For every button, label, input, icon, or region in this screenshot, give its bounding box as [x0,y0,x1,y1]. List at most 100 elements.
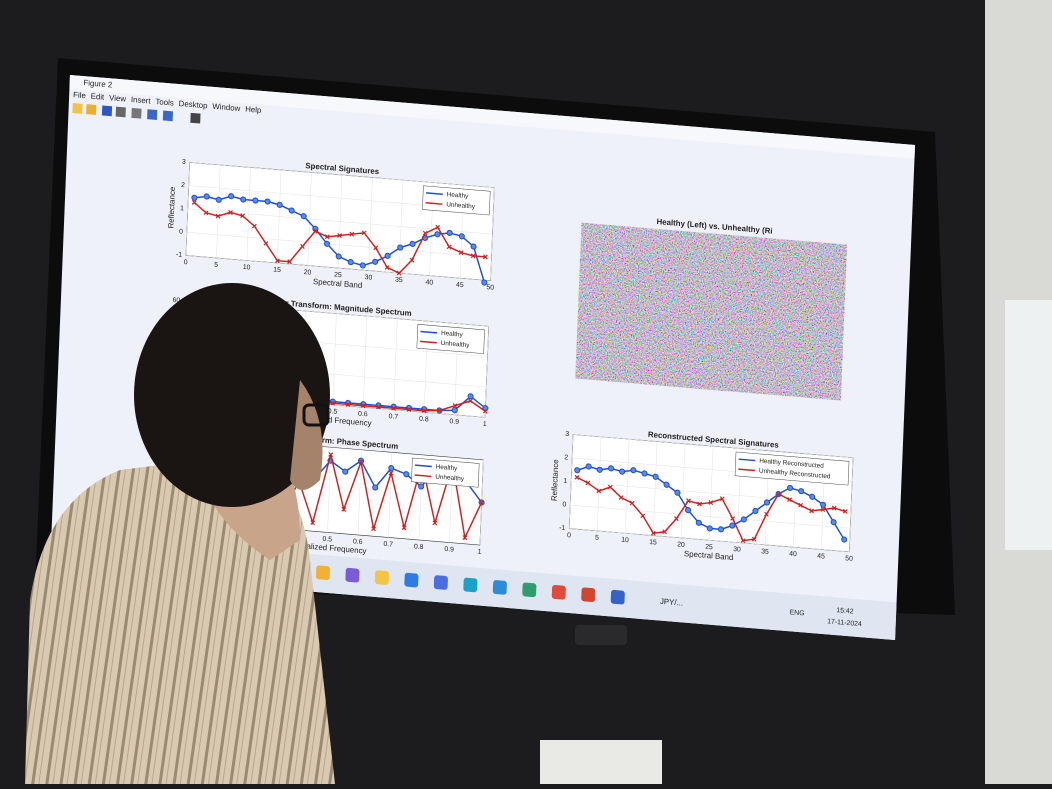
marker [664,482,669,488]
x-tick-label: 0.9 [449,418,459,426]
x-tick-label: 30 [733,546,741,554]
x-tick-label: 0.7 [388,413,398,421]
y-tick-label: 0 [179,228,183,235]
taskbar-app[interactable] [404,573,418,588]
menu-item[interactable]: Edit [91,92,106,102]
marker [418,484,423,490]
marker [385,253,390,259]
tool-icon[interactable] [102,105,112,116]
marker [730,523,735,529]
marker [820,502,825,508]
marker [471,244,476,250]
y-tick-label: 1 [180,205,184,212]
y-tick-label: 1 [563,478,567,485]
x-tick-label: 20 [677,541,685,549]
marker [398,245,403,251]
menu-item[interactable]: Help [245,104,262,114]
x-tick-label: 20 [304,269,312,277]
taskbar-app[interactable] [375,570,389,585]
taskbar-app[interactable] [434,575,448,590]
marker [447,230,452,236]
taskbar-app[interactable] [463,577,477,592]
menu-item[interactable]: Insert [131,95,152,106]
marker [597,467,602,473]
marker [253,198,258,204]
marker [289,208,294,214]
marker [631,467,636,473]
marker [586,464,591,470]
x-tick-label: 40 [789,551,797,559]
tool-icon[interactable] [72,103,82,114]
marker [764,500,769,506]
tool-icon[interactable] [116,107,126,118]
marker [831,519,836,525]
x-tick-label: 5 [595,534,599,541]
marker [675,490,680,496]
menu-item[interactable]: File [73,90,87,100]
y-tick-label: 3 [182,159,186,166]
x-tick-label: 50 [845,555,853,563]
taskbar-app[interactable] [581,587,595,602]
x-tick-label: 0.7 [383,541,393,549]
menu-item[interactable]: Tools [155,97,174,108]
scene: LG Figure 2 FileEditViewInsertToolsDeskt… [0,0,1052,784]
marker [324,241,329,247]
marker [452,407,457,413]
taskbar-app[interactable] [611,590,625,605]
tool-icon[interactable] [147,109,157,120]
x-tick-label: 0.8 [419,416,429,424]
x-tick-label: 35 [761,548,769,556]
y-tick-label: 2 [564,454,568,461]
marker [204,194,209,200]
x-tick-label: 15 [649,539,657,547]
marker [389,465,394,471]
x-tick-label: 1 [483,421,487,428]
x-tick-label: 45 [456,282,464,290]
y-tick-label: 0 [562,501,566,508]
marker [404,471,409,477]
taskbar-app[interactable] [316,565,330,580]
marker [265,199,270,205]
x-tick-label: 10 [621,537,629,545]
tool-icon[interactable] [86,104,96,115]
x-tick-label: 10 [243,264,251,272]
marker [685,507,690,513]
x-tick-label: 0.9 [444,546,454,554]
y-tick-label: -1 [559,525,566,533]
marker [373,259,378,265]
menu-item[interactable]: View [109,93,127,103]
x-tick-label: 1 [478,549,482,556]
taskbar-app[interactable] [552,585,566,600]
marker [842,537,847,543]
tool-icon[interactable] [163,111,173,122]
x-tick-label: 15 [273,266,281,274]
marker [241,197,246,203]
x-tick-label: 0.8 [414,543,424,551]
marker [410,241,415,247]
x-tick-label: 0 [184,259,188,266]
marker [741,517,746,523]
taskbar-app[interactable] [493,580,507,595]
marker [810,494,815,500]
y-axis-label: Reflectance [166,186,177,229]
marker [787,485,792,491]
tool-icon[interactable] [131,108,141,119]
language: ENG [790,609,805,617]
noise-image [575,223,847,400]
taskbar-app[interactable] [345,568,359,583]
ticker: JPY/... [660,597,683,608]
wall-socket [540,740,662,784]
marker [301,213,306,219]
y-axis-label: Reflectance [550,458,561,501]
x-tick-label: 45 [817,553,825,561]
x-tick-label: 40 [425,279,433,287]
x-tick-label: 35 [395,277,403,285]
y-tick-label: -1 [176,251,183,259]
taskbar-app[interactable] [522,582,536,597]
marker [619,469,624,475]
marker [696,520,701,526]
marker [435,231,440,237]
marker [799,488,804,494]
marker [192,195,197,201]
tool-icon[interactable] [190,113,200,124]
